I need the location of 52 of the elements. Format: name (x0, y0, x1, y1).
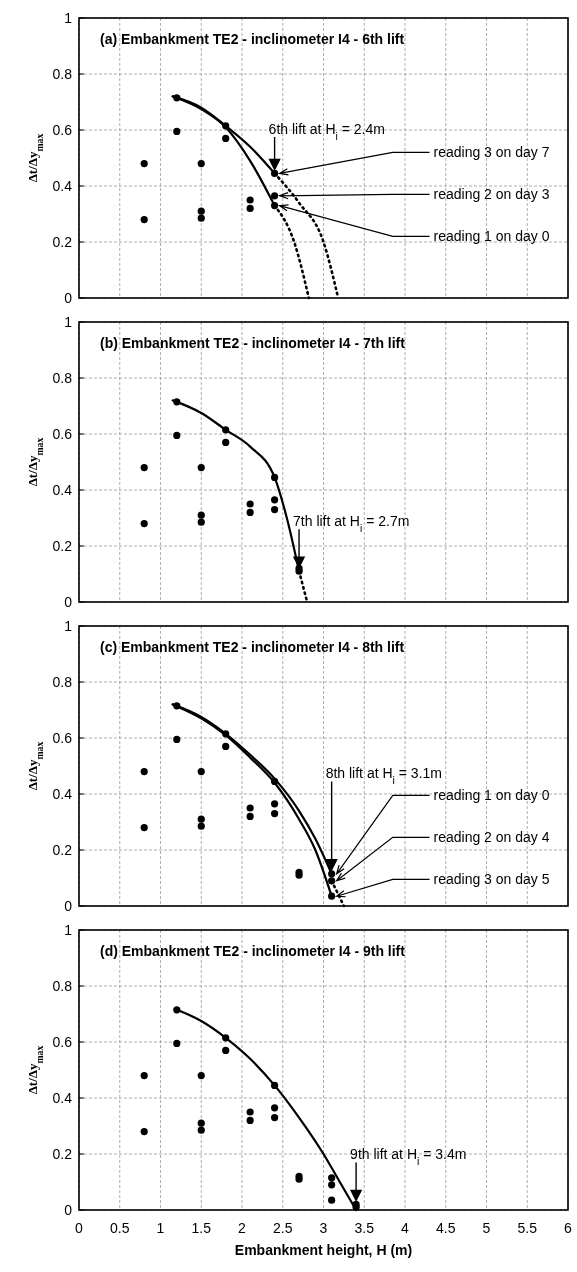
x-tick-label: 3 (319, 1220, 328, 1236)
annotation: 7th lift at H$_{i}$ = 2.7m (293, 513, 410, 535)
y-tick-label: 0 (64, 593, 73, 610)
annotation: reading 1 on day 0 (433, 787, 550, 804)
y-tick-label: 0.4 (52, 1089, 73, 1106)
x-tick-label: 3.5 (354, 1220, 375, 1236)
y-tick-label: 0.8 (52, 977, 73, 994)
y-tick-label: 0.6 (52, 121, 73, 138)
y-tick-label: 0.2 (52, 1145, 73, 1162)
x-tick-label: 0.5 (110, 1220, 130, 1236)
text: (c) Embankment TE2 - inclinometer I4 - 8th lift (100, 639, 405, 655)
y-tick-label: 0.2 (52, 233, 73, 250)
y-tick-label: 0.2 (52, 537, 73, 554)
annotation: reading 1 on day 0 (433, 228, 550, 245)
text: (a) Embankment TE2 - inclinometer I4 - 6th lift (100, 31, 405, 47)
y-tick-label: 1 (64, 617, 73, 634)
annotation: reading 3 on day 5 (433, 871, 550, 888)
y-tick-label: 0.6 (52, 1033, 73, 1050)
x-tick-label: 5 (482, 1220, 491, 1236)
annotation: 6th lift at H$_{i}$ = 2.4m (268, 121, 385, 142)
y-tick-label: 0.4 (52, 481, 73, 498)
y-tick-label: 0 (64, 897, 73, 914)
text: (d) Embankment TE2 - inclinometer I4 - 9th lift (100, 943, 406, 959)
y-tick-label: 0.4 (52, 785, 73, 802)
y-tick-label: 0.6 (52, 729, 73, 746)
x-axis-title: Embankment height, H (m) (234, 1242, 413, 1258)
y-tick-label: 0.8 (52, 65, 73, 82)
annotation: reading 3 on day 7 (433, 144, 550, 161)
x-tick-label: 5.5 (517, 1220, 538, 1236)
y-tick-label: 1 (64, 9, 73, 26)
x-tick-label: 1 (156, 1220, 165, 1236)
y-tick-label: 0.8 (52, 369, 73, 386)
text: (b) Embankment TE2 - inclinometer I4 - 7th lift (100, 335, 406, 351)
x-tick-label: 6 (564, 1220, 573, 1236)
y-tick-label: 0 (64, 289, 73, 306)
annotation: reading 2 on day 3 (433, 186, 550, 203)
annotation: 9th lift at H$_{i}$ = 3.4m (350, 1146, 467, 1168)
x-tick-label: 2.5 (273, 1220, 293, 1236)
x-tick-label: 0 (75, 1220, 84, 1236)
y-tick-label: 0.2 (52, 841, 73, 858)
y-tick-label: 0.8 (52, 673, 73, 690)
annotation: reading 2 on day 4 (433, 829, 550, 846)
y-tick-label: 0 (64, 1201, 73, 1218)
y-tick-label: 0.4 (52, 177, 73, 194)
y-tick-label: 0.6 (52, 425, 73, 442)
x-tick-label: 2 (238, 1220, 247, 1236)
y-tick-label: 1 (64, 313, 73, 330)
x-tick-label: 4.5 (436, 1220, 456, 1236)
annotation: 8th lift at H$_{i}$ = 3.1m (325, 765, 443, 787)
y-tick-label: 1 (64, 921, 73, 938)
x-tick-label: 1.5 (191, 1220, 212, 1236)
x-tick-label: 4 (401, 1220, 410, 1236)
